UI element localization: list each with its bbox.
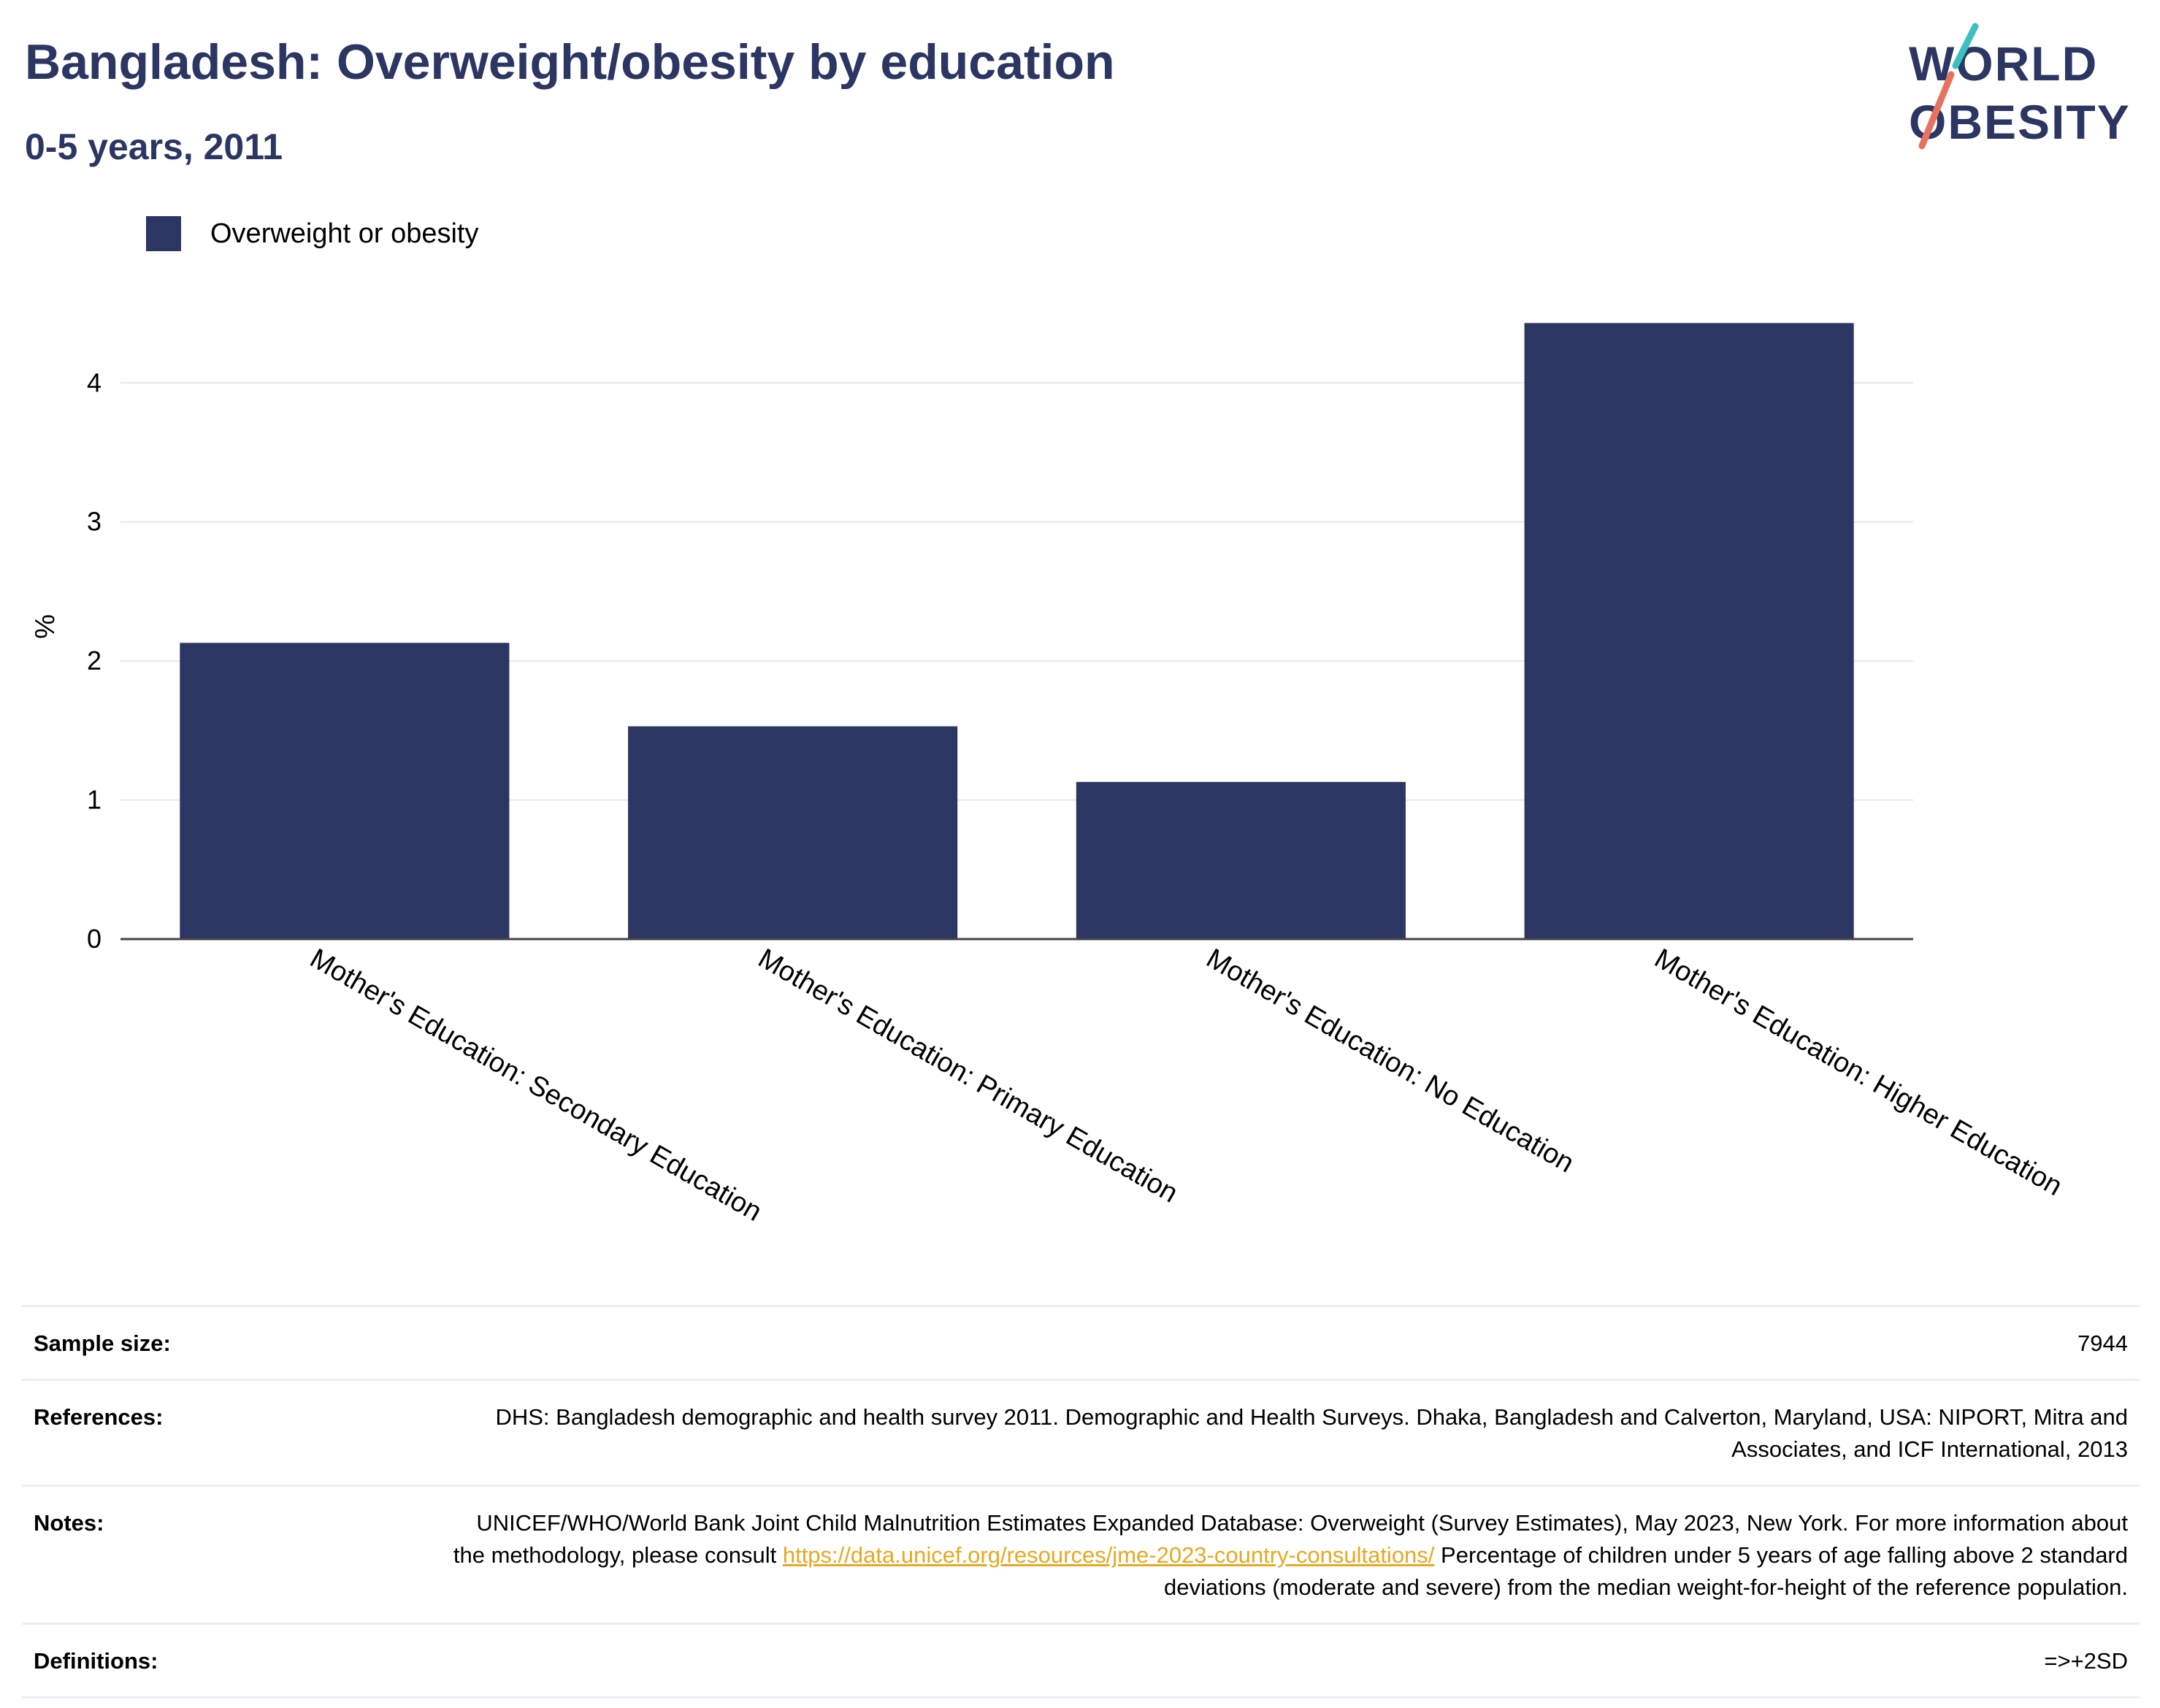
notes-row: Notes: UNICEF/WHO/World Bank Joint Child…	[22, 1485, 2140, 1623]
x-tick-label: Mother's Education: Higher Education	[1650, 943, 2067, 1202]
references-row: References: DHS: Bangladesh demographic …	[22, 1379, 2140, 1485]
notes-label: Notes:	[34, 1510, 104, 1536]
notes-text-part-2: Percentage of children under 5 years of …	[1164, 1542, 2128, 1600]
bar-chart: 0 1 2 3 4% Mother's Education: Secondary Educ…	[30, 323, 2067, 1228]
chart-legend: Overweight or obesity	[146, 216, 479, 251]
x-tick-label: Mother's Education: No Education	[1201, 943, 1579, 1179]
svg-text:WORLD: WORLD	[1909, 37, 2098, 91]
page-title: Bangladesh: Overweight/obesity by educat…	[25, 34, 1115, 90]
legend-swatch	[146, 216, 181, 251]
legend-label: Overweight or obesity	[210, 218, 479, 249]
references-value: DHS: Bangladesh demographic and health s…	[495, 1404, 2128, 1462]
x-tick-label: Mother's Education: Primary Education	[753, 943, 1183, 1209]
bar	[1076, 781, 1406, 939]
definitions-row: Definitions: =>+2SD	[22, 1623, 2140, 1699]
y-tick-label: 3	[87, 507, 102, 537]
sample-size-label: Sample size:	[34, 1330, 171, 1356]
notes-value: UNICEF/WHO/World Bank Joint Child Malnut…	[448, 1507, 2128, 1604]
notes-text-part-1: UNICEF/WHO/World Bank Joint Child Malnut…	[453, 1510, 2128, 1568]
page-subtitle: 0-5 years, 2011	[25, 126, 283, 167]
bar	[628, 726, 958, 939]
y-axis-title: %	[30, 614, 61, 639]
definitions-value: =>+2SD	[2044, 1648, 2128, 1674]
references-label: References:	[34, 1404, 164, 1430]
sample-size-row: Sample size: 7944	[22, 1305, 2140, 1379]
y-tick-label: 0	[87, 924, 102, 954]
bar	[180, 643, 510, 939]
svg-text:OBESITY: OBESITY	[1909, 95, 2131, 149]
world-obesity-logo: WORLD OBESITY	[1909, 23, 2131, 150]
sample-size-value: 7944	[2077, 1330, 2128, 1356]
x-tick-label: Mother's Education: Secondary Education	[305, 943, 767, 1228]
y-tick-label: 1	[87, 785, 102, 815]
info-table: Sample size: 7944 References: DHS: Bangl…	[22, 1305, 2140, 1699]
notes-methodology-link[interactable]: https://data.unicef.org/resources/jme-20…	[782, 1542, 1435, 1568]
y-tick-label: 2	[87, 646, 102, 675]
definitions-label: Definitions:	[34, 1648, 158, 1674]
bar	[1524, 323, 1854, 939]
y-tick-label: 4	[87, 367, 102, 397]
